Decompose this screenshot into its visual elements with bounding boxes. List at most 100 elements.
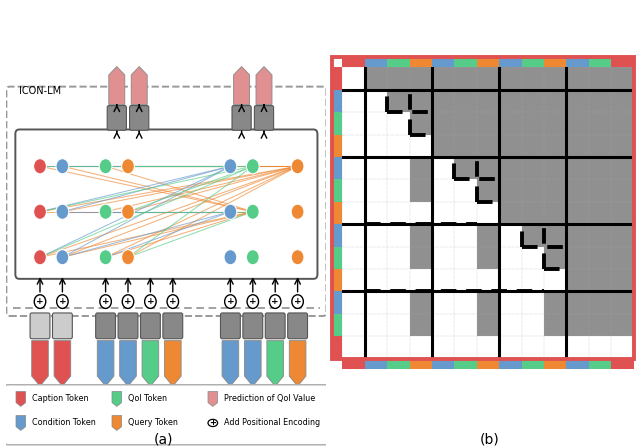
Bar xyxy=(611,269,634,291)
Bar xyxy=(342,314,365,336)
Bar xyxy=(454,179,477,202)
Bar xyxy=(611,57,634,67)
Bar xyxy=(544,90,566,112)
Bar xyxy=(499,269,522,291)
Bar xyxy=(387,57,410,67)
Bar xyxy=(454,112,477,135)
Bar xyxy=(365,157,387,179)
Bar xyxy=(522,67,544,90)
Bar xyxy=(522,202,544,224)
Bar xyxy=(332,90,342,112)
Bar xyxy=(387,202,410,224)
Bar xyxy=(454,135,477,157)
Bar xyxy=(387,67,410,90)
FancyBboxPatch shape xyxy=(30,313,50,339)
Bar xyxy=(522,269,544,291)
Bar xyxy=(499,135,522,157)
Bar xyxy=(410,90,432,112)
Bar xyxy=(566,157,589,179)
Circle shape xyxy=(122,159,134,174)
Bar xyxy=(566,247,589,269)
Circle shape xyxy=(99,250,112,265)
FancyBboxPatch shape xyxy=(163,313,183,339)
Bar xyxy=(454,336,477,359)
Bar xyxy=(410,112,432,135)
Bar xyxy=(365,336,387,359)
Bar xyxy=(544,202,566,224)
Bar xyxy=(387,135,410,157)
Bar xyxy=(387,224,410,247)
Bar xyxy=(365,179,387,202)
Bar xyxy=(589,67,611,90)
Circle shape xyxy=(34,159,46,174)
Bar xyxy=(477,112,499,135)
Bar xyxy=(566,359,589,369)
Text: Query Token: Query Token xyxy=(128,418,178,427)
Bar xyxy=(410,291,432,314)
Bar xyxy=(342,67,365,90)
Bar xyxy=(410,57,432,67)
Bar xyxy=(365,112,387,135)
Bar xyxy=(365,135,387,157)
Text: Condition Token: Condition Token xyxy=(32,418,96,427)
Bar xyxy=(332,157,342,179)
Bar xyxy=(410,336,432,359)
Bar xyxy=(589,57,611,67)
Text: +: + xyxy=(124,297,132,306)
Bar xyxy=(477,57,499,67)
Bar xyxy=(589,112,611,135)
Bar xyxy=(332,224,342,247)
Polygon shape xyxy=(16,416,26,430)
Polygon shape xyxy=(16,392,26,406)
Circle shape xyxy=(224,159,237,174)
Bar xyxy=(454,157,477,179)
Bar xyxy=(544,224,566,247)
Text: (a): (a) xyxy=(154,433,173,446)
Bar xyxy=(566,224,589,247)
Bar xyxy=(454,67,477,90)
Bar xyxy=(611,247,634,269)
Bar xyxy=(410,67,432,90)
Bar xyxy=(342,112,365,135)
Bar xyxy=(365,314,387,336)
Bar xyxy=(566,112,589,135)
Circle shape xyxy=(145,295,156,309)
Bar xyxy=(589,157,611,179)
Text: +: + xyxy=(147,297,154,306)
Bar xyxy=(332,314,342,336)
Bar xyxy=(342,135,365,157)
Bar xyxy=(544,112,566,135)
Text: +: + xyxy=(294,297,301,306)
Bar xyxy=(365,67,387,90)
Polygon shape xyxy=(120,341,136,386)
Bar xyxy=(499,202,522,224)
Bar xyxy=(499,359,522,369)
Polygon shape xyxy=(109,66,125,104)
Circle shape xyxy=(269,295,281,309)
Bar xyxy=(589,314,611,336)
Bar xyxy=(522,247,544,269)
Circle shape xyxy=(35,295,46,309)
Bar xyxy=(365,269,387,291)
Bar xyxy=(544,359,566,369)
Bar xyxy=(566,291,589,314)
Bar xyxy=(454,90,477,112)
Bar xyxy=(454,224,477,247)
Bar xyxy=(410,179,432,202)
Bar xyxy=(522,291,544,314)
Bar xyxy=(477,314,499,336)
Bar xyxy=(342,336,365,359)
Bar xyxy=(611,179,634,202)
Polygon shape xyxy=(267,341,284,386)
Circle shape xyxy=(122,250,134,265)
Bar xyxy=(410,135,432,157)
Bar xyxy=(544,67,566,90)
Bar xyxy=(589,90,611,112)
Bar xyxy=(342,90,365,112)
Polygon shape xyxy=(208,392,218,406)
Bar xyxy=(611,157,634,179)
FancyBboxPatch shape xyxy=(96,313,116,339)
Bar xyxy=(522,359,544,369)
Bar xyxy=(332,269,342,291)
Bar xyxy=(332,247,342,269)
